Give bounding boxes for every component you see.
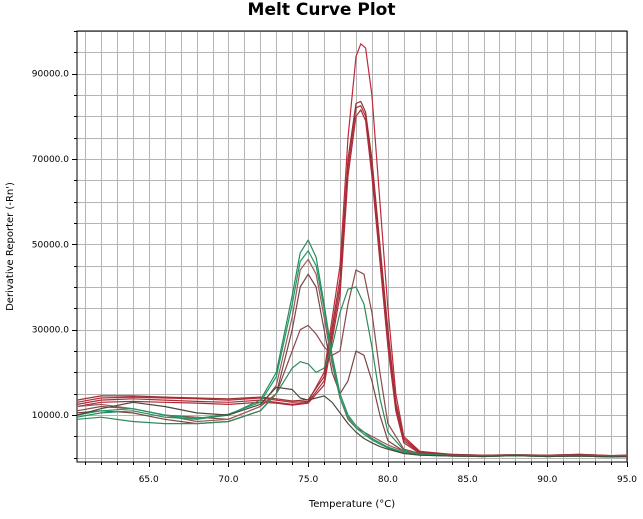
x-axis: 65.0 70.0 75.0 80.0 85.0 90.0 95.0 xyxy=(85,462,637,485)
y-axis: 10000.0 30000.0 50000.0 70000.0 90000.0 xyxy=(32,31,77,459)
series-line-6 xyxy=(76,273,628,458)
y-tick-label: 70000.0 xyxy=(32,155,69,165)
series-line-10 xyxy=(76,286,628,458)
y-tick-label: 50000.0 xyxy=(32,240,69,250)
x-tick-label: 70.0 xyxy=(218,475,238,485)
series-line-9 xyxy=(76,250,628,458)
y-tick-label: 10000.0 xyxy=(32,411,69,421)
series-line-1 xyxy=(76,43,628,457)
y-tick-label: 30000.0 xyxy=(32,326,69,336)
series-layer xyxy=(76,43,628,458)
x-tick-label: 85.0 xyxy=(458,475,478,485)
y-tick-label: 90000.0 xyxy=(32,70,69,80)
chart-title: Melt Curve Plot xyxy=(247,0,396,20)
x-tick-label: 90.0 xyxy=(537,475,557,485)
plot-area xyxy=(76,30,628,463)
series-line-3 xyxy=(76,109,628,457)
x-tick-label: 65.0 xyxy=(139,475,159,485)
x-tick-label: 75.0 xyxy=(298,475,318,485)
x-axis-label: Temperature (°C) xyxy=(308,499,395,510)
series-line-11 xyxy=(76,386,628,458)
x-tick-label: 95.0 xyxy=(617,475,637,485)
x-tick-label: 80.0 xyxy=(378,475,398,485)
series-line-2 xyxy=(76,105,628,457)
y-axis-label: Derivative Reporter (-Rn') xyxy=(5,182,16,311)
